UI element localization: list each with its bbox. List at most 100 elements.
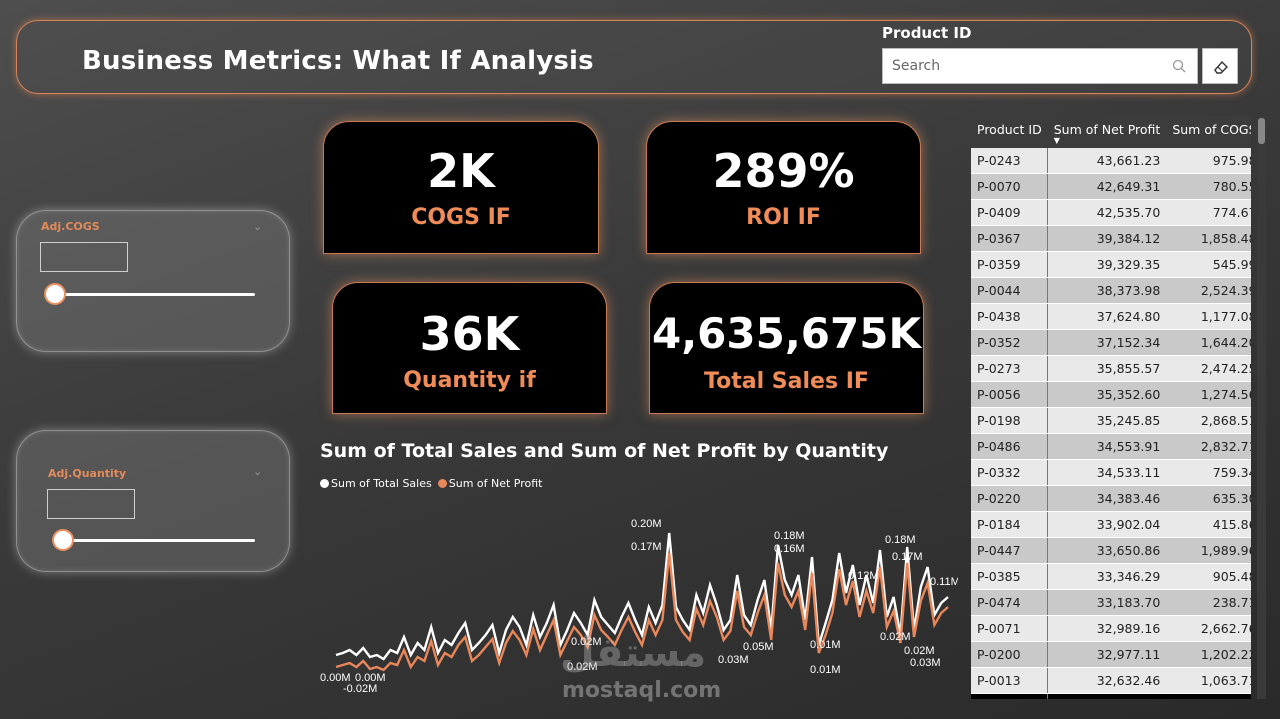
cell-cogs: 2,474.25 — [1166, 355, 1251, 382]
cell-product-id: P-0474 — [971, 589, 1049, 616]
cell-net-profit: 33,902.04 — [1047, 511, 1167, 538]
product-id-slicer-label: Product ID — [882, 24, 972, 42]
table-row[interactable]: P-0273 35,855.57 2,474.25 — [971, 355, 1251, 382]
clear-selection-button[interactable] — [1202, 48, 1238, 84]
kpi-quantity-if-label: Quantity if — [403, 368, 536, 393]
table-row[interactable]: P-0352 37,152.34 1,644.20 — [971, 329, 1251, 356]
total-label: Total — [971, 693, 1049, 699]
adj-quantity-thumb[interactable] — [52, 529, 74, 551]
chevron-down-icon[interactable]: ⌄ — [253, 220, 263, 233]
cell-net-profit: 32,977.11 — [1047, 641, 1167, 668]
kpi-roi-if-card: 289% ROI IF — [646, 121, 921, 254]
data-label: 0.01M — [810, 639, 841, 651]
cell-product-id: P-0198 — [971, 407, 1049, 434]
table-total-row: Total4,882,227.13763,450.74 — [971, 693, 1251, 699]
cell-net-profit: 43,661.23 — [1047, 148, 1167, 174]
cell-product-id: P-0056 — [971, 381, 1049, 408]
adj-cogs-thumb[interactable] — [44, 283, 66, 305]
data-label: 0.03M — [910, 657, 941, 669]
cell-net-profit: 38,373.98 — [1047, 277, 1167, 304]
cell-net-profit: 35,245.85 — [1047, 407, 1167, 434]
search-icon[interactable] — [1171, 58, 1187, 74]
table-row[interactable]: P-0438 37,624.80 1,177.08 — [971, 303, 1251, 330]
column-header-cogs[interactable]: Sum of COGS — [1166, 116, 1251, 148]
kpi-roi-if-value: 289% — [712, 144, 855, 198]
product-table[interactable]: Product ID Sum of Net Profit ▼ Sum of COG… — [971, 116, 1251, 699]
column-header-product-id[interactable]: Product ID — [971, 116, 1048, 148]
cell-net-profit: 39,329.35 — [1047, 251, 1167, 278]
data-label: 0.02M — [904, 645, 935, 657]
chart-title: Sum of Total Sales and Sum of Net Profit… — [320, 440, 889, 462]
series-line-total-sales[interactable] — [335, 532, 949, 661]
adj-quantity-input[interactable] — [47, 489, 135, 519]
table-row[interactable]: P-0200 32,977.11 1,202.22 — [971, 641, 1251, 668]
table-row[interactable]: P-0044 38,373.98 2,524.39 — [971, 277, 1251, 304]
cell-net-profit: 42,649.31 — [1047, 173, 1167, 200]
table-row[interactable]: P-0367 39,384.12 1,858.48 — [971, 225, 1251, 252]
table-row[interactable]: P-0056 35,352.60 1,274.56 — [971, 381, 1251, 408]
data-label: 0.20M — [631, 518, 662, 530]
product-id-search-input[interactable]: Search — [882, 48, 1198, 84]
legend-item-total-sales[interactable]: Sum of Total Sales — [320, 477, 432, 490]
cell-product-id: P-0385 — [971, 563, 1049, 590]
kpi-quantity-if-card: 36K Quantity if — [332, 282, 607, 414]
cell-cogs: 1,989.96 — [1166, 537, 1251, 564]
cell-net-profit: 34,553.91 — [1047, 433, 1167, 460]
kpi-quantity-if-value: 36K — [419, 307, 520, 361]
cell-cogs: 1,644.20 — [1166, 329, 1251, 356]
cell-product-id: P-0220 — [971, 485, 1049, 512]
cell-net-profit: 33,650.86 — [1047, 537, 1167, 564]
table-row[interactable]: P-0071 32,989.16 2,662.76 — [971, 615, 1251, 642]
legend-item-net-profit[interactable]: Sum of Net Profit — [437, 477, 543, 490]
data-label: 0.05M — [743, 641, 774, 653]
cell-cogs: 759.34 — [1166, 459, 1251, 486]
data-label: 0.11M — [930, 576, 958, 588]
table-row[interactable]: P-0013 32,632.46 1,063.71 — [971, 667, 1251, 694]
kpi-total-sales-if-label: Total Sales IF — [704, 369, 869, 394]
adj-cogs-input[interactable] — [40, 242, 128, 272]
table-row[interactable]: P-0198 35,245.85 2,868.51 — [971, 407, 1251, 434]
series-line-net-profit[interactable] — [335, 552, 949, 672]
data-label: 0.02M — [571, 636, 602, 648]
table-scroll-thumb[interactable] — [1258, 118, 1265, 144]
cell-cogs: 545.99 — [1166, 251, 1251, 278]
adj-quantity-track[interactable] — [55, 539, 255, 542]
cell-cogs: 1,274.56 — [1166, 381, 1251, 408]
total-cogs: 763,450.74 — [1166, 693, 1251, 699]
search-placeholder: Search — [892, 58, 941, 74]
chevron-down-icon[interactable]: ⌄ — [253, 465, 263, 478]
data-label: 0.00M — [320, 672, 351, 684]
data-label: 0.00M — [355, 672, 386, 684]
data-label: 0.17M — [892, 551, 923, 563]
table-scrollbar[interactable] — [1257, 116, 1266, 699]
cell-product-id: P-0332 — [971, 459, 1049, 486]
cell-product-id: P-0447 — [971, 537, 1049, 564]
cell-cogs: 2,662.76 — [1166, 615, 1251, 642]
table-row[interactable]: P-0447 33,650.86 1,989.96 — [971, 537, 1251, 564]
cell-net-profit: 37,152.34 — [1047, 329, 1167, 356]
cell-cogs: 1,063.71 — [1166, 667, 1251, 694]
adj-cogs-track[interactable] — [47, 293, 255, 296]
data-label: 0.18M — [774, 530, 805, 542]
column-header-net-profit[interactable]: Sum of Net Profit ▼ — [1047, 116, 1167, 148]
cell-cogs: 905.48 — [1166, 563, 1251, 590]
cell-product-id: P-0367 — [971, 225, 1049, 252]
cell-product-id: P-0486 — [971, 433, 1049, 460]
cell-net-profit: 34,383.46 — [1047, 485, 1167, 512]
data-label: 0.01M — [810, 664, 841, 676]
cell-cogs: 415.86 — [1166, 511, 1251, 538]
table-row[interactable]: P-0486 34,553.91 2,832.71 — [971, 433, 1251, 460]
cell-product-id: P-0070 — [971, 173, 1049, 200]
adj-quantity-title: Adj.Quantity — [48, 467, 127, 480]
cell-net-profit: 35,855.57 — [1047, 355, 1167, 382]
